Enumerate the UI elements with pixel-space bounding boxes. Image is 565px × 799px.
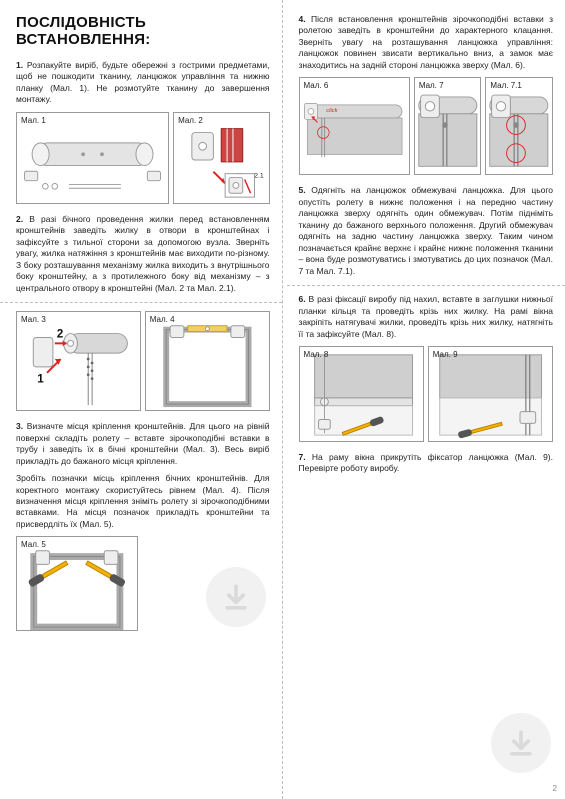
- figure-6: Мал. 6 click: [299, 77, 410, 175]
- figure-7: Мал. 7: [414, 77, 482, 175]
- figure-2: Мал. 2 Мал. 2.1: [173, 112, 269, 204]
- figure-9-label: Мал. 9: [433, 350, 458, 359]
- divider-left: [0, 302, 282, 303]
- step-6: 6. В разі фіксації виробу під нахил, вст…: [299, 294, 554, 340]
- step-2: 2. В разі бічного проведення жилки перед…: [16, 214, 270, 294]
- svg-text:1: 1: [37, 373, 44, 386]
- step-4: 4. Після встановлення кронштейнів зірочк…: [299, 14, 554, 71]
- figure-7-1: Мал. 7.1: [485, 77, 553, 175]
- figure-6-label: Мал. 6: [304, 81, 329, 90]
- page-number: 2: [553, 784, 557, 793]
- figure-1-label: Мал. 1: [21, 116, 46, 125]
- page-title: ПОСЛІДОВНІСТЬ ВСТАНОВЛЕННЯ:: [16, 14, 270, 48]
- figure-71-label: Мал. 7.1: [490, 81, 521, 90]
- figure-8-label: Мал. 8: [304, 350, 329, 359]
- watermark-icon-2: [491, 713, 551, 773]
- step-5: 5. Одягніть на ланцюжок обмежувачі ланцю…: [299, 185, 554, 277]
- figure-3: Мал. 3 2: [16, 311, 141, 411]
- figure-8: Мал. 8: [299, 346, 424, 442]
- figure-3-label: Мал. 3: [21, 315, 46, 324]
- step-7: 7. На раму вікна прикрутіть фіксатор лан…: [299, 452, 554, 475]
- figure-5-label: Мал. 5: [21, 540, 46, 549]
- watermark-icon: [206, 567, 266, 627]
- step-1: 1. Розпакуйте виріб, будьте обережні з г…: [16, 60, 270, 106]
- step-3a: 3. Визначте місця кріплення кронштейнів.…: [16, 421, 270, 467]
- figure-1: Мал. 1: [16, 112, 169, 204]
- figure-2-label: Мал. 2: [178, 116, 203, 125]
- figure-5: Мал. 5: [16, 536, 138, 631]
- divider-right: [287, 285, 565, 286]
- figure-9: Мал. 9: [428, 346, 553, 442]
- svg-text:2: 2: [57, 328, 64, 341]
- figure-4: Мал. 4: [145, 311, 270, 411]
- click-label: click: [326, 108, 338, 114]
- step-3b: Зробіть позначки місць кріплення бічних …: [16, 473, 270, 530]
- figure-7-label: Мал. 7: [419, 81, 444, 90]
- figure-4-label: Мал. 4: [150, 315, 175, 324]
